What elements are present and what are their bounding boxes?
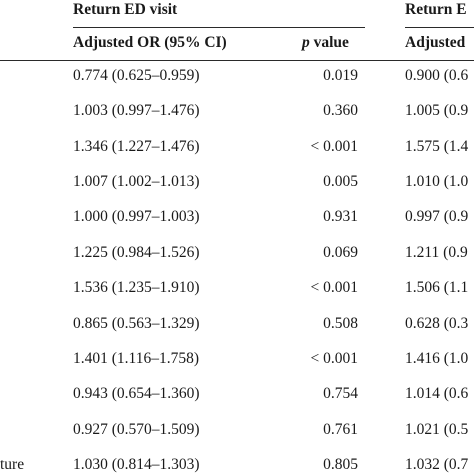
row-label-partial: ture [0,456,25,473]
group1-underline [73,27,365,28]
or-cell: 1.000 (0.997–1.003) [73,208,200,225]
or-cell: 1.346 (1.227–1.476) [73,138,200,155]
or-cell: 0.943 (0.654–1.360) [73,385,200,402]
or2-cell: 0.900 (0.6 [405,67,469,84]
p-value-cell: < 0.001 [310,138,359,155]
or2-cell: 1.575 (1.4 [405,138,469,155]
header-rule [0,60,474,61]
or2-cell: 0.628 (0.3 [405,315,469,332]
p-value-cell: 0.019 [323,67,358,84]
column-header-p-value: p value [302,33,349,53]
or2-cell: 1.014 (0.6 [405,385,469,402]
group-title-return-ed-visit: Return ED visit [73,1,178,18]
or-cell: 1.536 (1.235–1.910) [73,279,200,296]
p-symbol: p [302,34,310,51]
or2-cell: 1.211 (0.9 [405,244,468,261]
p-value-cell: 0.761 [323,421,358,438]
p-value-cell: 0.508 [323,315,358,332]
p-value-cell: < 0.001 [310,279,359,296]
or-cell: 1.003 (0.997–1.476) [73,102,200,119]
or-cell: 0.774 (0.625–0.959) [73,67,200,84]
or-cell: 1.401 (1.116–1.758) [73,350,199,367]
or2-cell: 0.997 (0.9 [405,208,469,225]
p-value-label: value [309,34,349,51]
or2-cell: 1.506 (1.1 [405,279,469,296]
or-cell: 1.225 (0.984–1.526) [73,244,200,261]
or-cell: 1.007 (1.002–1.013) [73,173,200,190]
column-header-adjusted-or: Adjusted OR (95% CI) [73,34,227,51]
p-value-cell: 0.005 [323,173,358,190]
p-value-cell: 0.931 [323,208,358,225]
p-value-cell: 0.805 [323,456,358,473]
p-value-cell: < 0.001 [310,350,359,367]
or2-cell: 1.010 (1.0 [405,173,469,190]
p-value-cell: 0.069 [323,244,358,261]
or-cell: 0.927 (0.570–1.509) [73,421,200,438]
group2-underline [405,27,474,28]
or-cell: 1.030 (0.814–1.303) [73,456,200,473]
or2-cell: 1.021 (0.5 [405,421,469,438]
or2-cell: 1.005 (0.9 [405,102,469,119]
column-header-adjusted-or-2: Adjusted [405,34,466,51]
or2-cell: 1.416 (1.0 [405,350,469,367]
group-title-second-outcome: Return E [405,1,467,18]
or2-cell: 1.032 (0.7 [405,456,469,473]
p-value-cell: 0.754 [323,385,358,402]
p-value-cell: 0.360 [323,102,358,119]
or-cell: 0.865 (0.563–1.329) [73,315,200,332]
